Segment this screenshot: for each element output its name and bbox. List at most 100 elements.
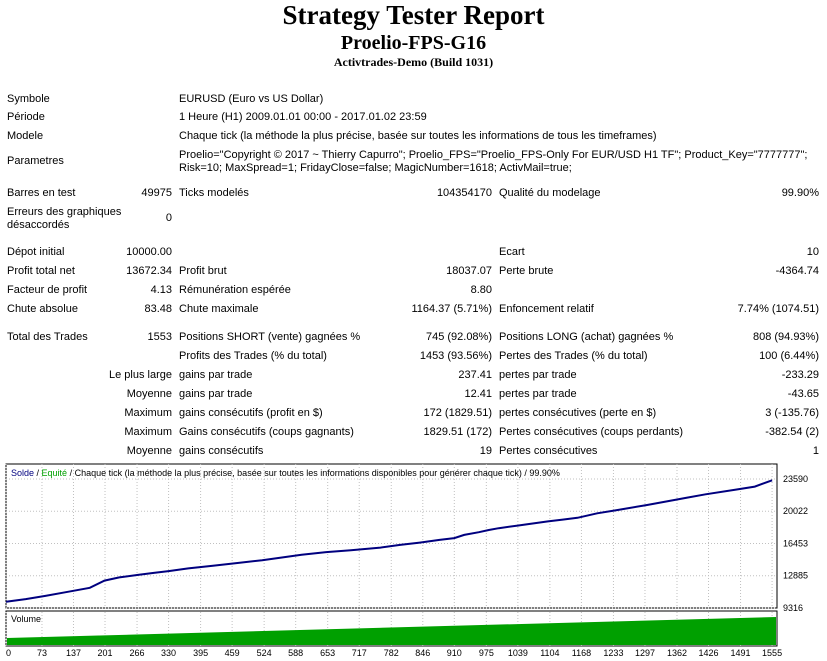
y-tick-label: 16453	[783, 539, 808, 549]
x-tick-label: 524	[257, 648, 272, 658]
average-loss-label: pertes par trade	[499, 388, 577, 400]
quality-value: 99.90%	[781, 187, 819, 199]
x-tick-label: 73	[37, 648, 47, 658]
period-label: Période	[7, 111, 45, 123]
rel-drawdown-value: 7.74% (1074.51)	[737, 303, 819, 315]
average-profit-label: gains par trade	[179, 388, 253, 400]
gross-loss-value: -4364.74	[775, 265, 819, 277]
avg-cons-wins-label: gains consécutifs	[179, 445, 264, 457]
x-tick-label: 395	[193, 648, 208, 658]
maximal-wins-label: Gains consécutifs (coups gagnants)	[179, 426, 354, 438]
payoff-label: Rémunération espérée	[179, 284, 291, 296]
deposit-label: Dépot initial	[7, 246, 65, 258]
x-tick-label: 846	[415, 648, 430, 658]
largest-profit-value: 237.41	[458, 369, 492, 381]
y-tick-label: 12885	[783, 571, 808, 581]
max-cons-losses-value: 3 (-135.76)	[765, 407, 819, 419]
params-line-1: Proelio="Copyright © 2017 ~ Thierry Capu…	[179, 149, 808, 161]
model-label: Modele	[7, 130, 44, 142]
legend-separator: /	[34, 468, 42, 478]
maximal-losses-label: Pertes consécutives (coups perdants)	[499, 426, 684, 438]
abs-drawdown-label: Chute absolue	[7, 303, 78, 315]
y-tick-label: 20022	[783, 506, 808, 516]
max-cons-losses-label: pertes consécutives (perte en $)	[499, 407, 657, 419]
report-title: Strategy Tester Report	[282, 0, 545, 30]
x-tick-label: 717	[352, 648, 367, 658]
legend-solde: Solde	[11, 468, 34, 478]
avg-cons-wins-value: 19	[479, 445, 492, 457]
params-label: Parametres	[7, 155, 64, 167]
x-tick-label: 782	[384, 648, 399, 658]
spread-label: Ecart	[499, 246, 525, 258]
expert-name: Proelio-FPS-G16	[340, 32, 487, 54]
x-tick-label: 588	[288, 648, 303, 658]
x-tick-label: 1555	[762, 648, 782, 658]
x-tick-label: 1233	[603, 648, 623, 658]
volume-area	[7, 617, 776, 645]
abs-drawdown-value: 83.48	[144, 303, 172, 315]
legend-equity: Equité	[42, 468, 68, 478]
balance-line	[5, 479, 773, 603]
largest-loss-value: -233.29	[781, 369, 819, 381]
spread-value: 10	[806, 246, 819, 258]
params-line-2: Risk=10; MaxSpread=1; FridayClose=false;…	[179, 162, 572, 174]
max-drawdown-value: 1164.37 (5.71%)	[411, 303, 492, 315]
ticks-value: 104354170	[436, 187, 492, 199]
maximal-losses-value: -382.54 (2)	[765, 426, 819, 438]
average-profit-value: 12.41	[464, 388, 492, 400]
max-cons-wins-label: gains consécutifs (profit en $)	[179, 407, 323, 419]
x-tick-label: 1168	[572, 648, 591, 658]
profit-trades-label: Profits des Trades (% du total)	[179, 350, 327, 362]
profit-trades-value: 1453 (93.56%)	[419, 350, 492, 362]
long-positions-label: Positions LONG (achat) gagnées %	[499, 331, 674, 343]
x-tick-label: 975	[479, 648, 494, 658]
symbol-label: Symbole	[7, 93, 50, 105]
gross-profit-value: 18037.07	[446, 265, 492, 277]
net-profit-value: 13672.34	[126, 265, 172, 277]
long-positions-value: 808 (94.93%)	[752, 331, 819, 343]
maximal-wins-value: 1829.51 (172)	[423, 426, 493, 438]
bars-label: Barres en test	[7, 187, 76, 199]
max-drawdown-label: Chute maximale	[179, 303, 259, 315]
max-cons-wins-value: 172 (1829.51)	[423, 407, 493, 419]
largest-label: Le plus large	[109, 369, 172, 381]
loss-trades-value: 100 (6.44%)	[759, 350, 819, 362]
x-tick-label: 266	[130, 648, 145, 658]
gross-loss-label: Perte brute	[499, 265, 554, 277]
deposit-value: 10000.00	[126, 246, 172, 258]
maximum-label: Maximum	[124, 407, 172, 419]
errors-value: 0	[165, 212, 172, 224]
x-tick-label: 137	[66, 648, 81, 658]
gross-profit-label: Profit brut	[179, 265, 227, 277]
largest-loss-label: pertes par trade	[499, 369, 577, 381]
profit-factor-value: 4.13	[150, 284, 172, 296]
x-tick-label: 1362	[667, 648, 687, 658]
y-tick-label: 23590	[783, 474, 808, 484]
bars-value: 49975	[141, 187, 172, 199]
quality-label: Qualité du modelage	[499, 187, 601, 199]
x-tick-label: 653	[320, 648, 335, 658]
x-tick-label: 1104	[540, 648, 559, 658]
model-value: Chaque tick (la méthode la plus précise,…	[179, 130, 657, 142]
largest-profit-label: gains par trade	[179, 369, 253, 381]
chart-legend: Solde / Equité / Chaque tick (la méthode…	[11, 468, 560, 478]
short-positions-label: Positions SHORT (vente) gagnées %	[179, 331, 361, 343]
rel-drawdown-label: Enfoncement relatif	[499, 303, 594, 315]
x-tick-label: 330	[161, 648, 176, 658]
errors-label-2: désaccordés	[7, 219, 70, 231]
avg-cons-label: Moyenne	[126, 445, 172, 457]
balance-chart: Solde / Equité / Chaque tick (la méthode…	[5, 463, 808, 658]
errors-label-1: Erreurs des graphiques	[7, 206, 122, 218]
x-tick-label: 201	[98, 648, 113, 658]
legend-model-text: Chaque tick (la méthode la plus précise,…	[75, 468, 560, 478]
legend-separator: /	[67, 468, 75, 478]
average-label: Moyenne	[126, 388, 172, 400]
volume-label: Volume	[11, 614, 41, 624]
profit-factor-label: Facteur de profit	[7, 284, 88, 296]
average-loss-value: -43.65	[787, 388, 819, 400]
x-tick-label: 1491	[731, 648, 751, 658]
avg-cons-losses-label: Pertes consécutives	[499, 445, 598, 457]
maximal-label: Maximum	[124, 426, 172, 438]
period-value: 1 Heure (H1) 2009.01.01 00:00 - 2017.01.…	[179, 111, 427, 123]
x-tick-label: 459	[225, 648, 240, 658]
